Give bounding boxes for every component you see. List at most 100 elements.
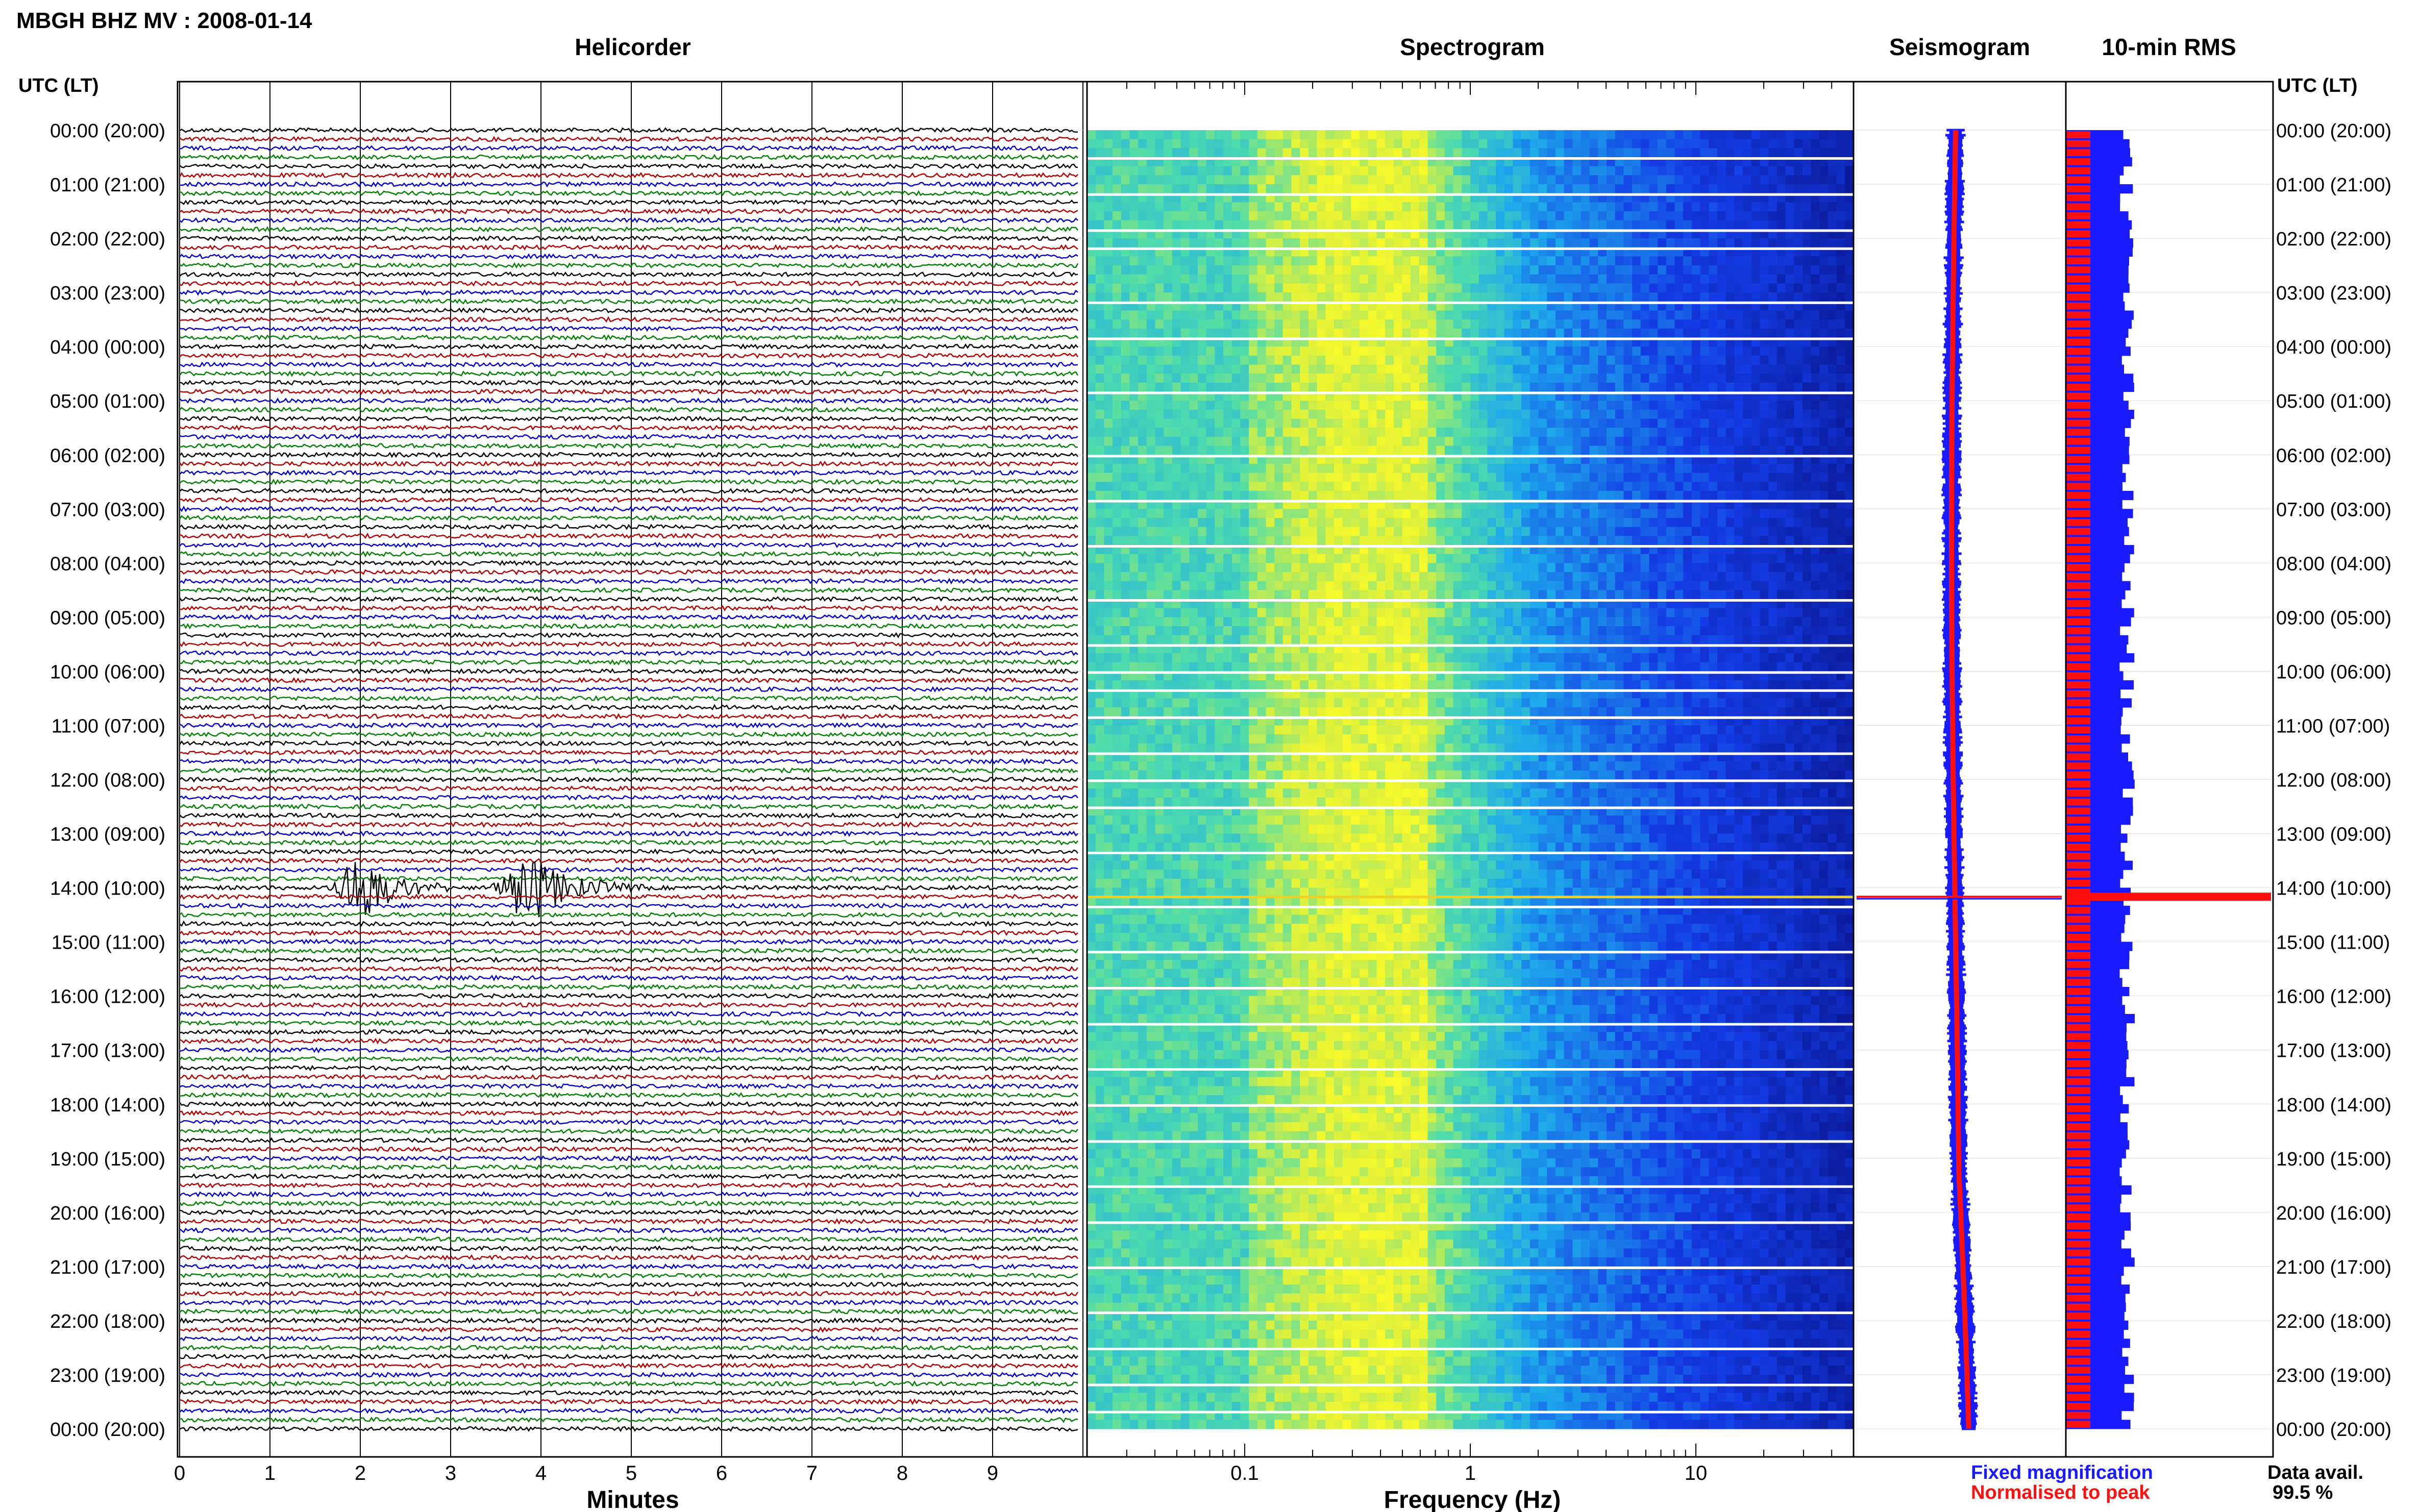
spectrogram-cell (1478, 554, 1488, 563)
spectrogram-cell (1087, 139, 1096, 148)
spectrogram-cell (1172, 418, 1181, 428)
spectrogram-cell (1632, 374, 1641, 383)
spectrogram-cell (1717, 490, 1726, 501)
spectrogram-cell (1623, 346, 1633, 356)
spectrogram-cell (1300, 572, 1309, 582)
spectrogram-cell (1266, 310, 1275, 320)
spectrogram-cell (1453, 418, 1462, 428)
spectrogram-cell (1274, 436, 1283, 447)
spectrogram-cell (1453, 563, 1462, 573)
spectrogram-cell (1215, 292, 1224, 302)
spectrogram-cell (1462, 256, 1471, 266)
spectrogram-cell (1360, 130, 1369, 140)
spectrogram-cell (1470, 328, 1479, 338)
spectrogram-cell (1717, 608, 1726, 617)
spectrogram-cell (1138, 374, 1147, 383)
spectrogram-cell (1113, 274, 1122, 284)
spectrogram-cell (1180, 355, 1190, 365)
spectrogram-cell (1300, 482, 1309, 491)
spectrogram-cell (1393, 463, 1403, 474)
spectrogram-cell (1487, 283, 1496, 293)
spectrogram-cell (1402, 148, 1411, 158)
spectrogram-cell (1538, 428, 1547, 437)
spectrogram-cell (1513, 527, 1522, 536)
spectrogram-cell (1666, 572, 1675, 582)
spectrogram-cell (1513, 536, 1522, 546)
spectrogram-cell (1470, 409, 1479, 419)
spectrogram-cell (1393, 482, 1403, 491)
spectrogram-cell (1632, 265, 1641, 275)
spectrogram-cell (1436, 319, 1445, 329)
spectrogram-cell (1411, 202, 1420, 212)
spectrogram-cell (1487, 463, 1496, 474)
spectrogram-cell (1282, 202, 1292, 212)
spectrogram-cell (1504, 409, 1514, 419)
spectrogram-cell (1385, 563, 1394, 573)
spectrogram-cell (1113, 130, 1122, 140)
spectrogram-cell (1351, 536, 1360, 546)
spectrogram-cell (1419, 590, 1428, 600)
spectrogram-cell (1444, 463, 1454, 474)
spectrogram-cell (1725, 563, 1735, 573)
spectrogram-cell (1172, 509, 1181, 518)
spectrogram-cell (1734, 148, 1743, 158)
spectrogram-cell (1138, 554, 1147, 563)
spectrogram-cell (1274, 428, 1283, 437)
spectrogram-cell (1734, 401, 1743, 410)
spectrogram-cell (1453, 518, 1462, 528)
spectrogram-cell (1351, 184, 1360, 194)
spectrogram-cell (1572, 473, 1582, 482)
spectrogram-cell (1496, 175, 1505, 185)
spectrogram-cell (1146, 536, 1156, 546)
spectrogram-cell (1547, 283, 1556, 293)
spectrogram-cell (1496, 436, 1505, 447)
spectrogram-cell (1836, 572, 1845, 582)
spectrogram-cell (1725, 590, 1735, 600)
spectrogram-cell (1640, 166, 1650, 176)
spectrogram-cell (1325, 274, 1335, 284)
spectrogram-cell (1198, 527, 1207, 536)
spectrogram-cell (1291, 518, 1300, 528)
spectrogram-cell (1351, 572, 1360, 582)
spectrogram-cell (1351, 382, 1360, 392)
spectrogram-cell (1674, 328, 1684, 338)
spectrogram-cell (1180, 139, 1190, 148)
spectrogram-cell (1231, 608, 1241, 617)
spectrogram-cell (1581, 581, 1590, 590)
spectrogram-cell (1828, 563, 1837, 573)
spectrogram-cell (1845, 265, 1854, 275)
spectrogram-cell (1436, 355, 1445, 365)
spectrogram-cell (1555, 202, 1565, 212)
spectrogram-cell (1794, 265, 1803, 275)
spectrogram-cell (1436, 148, 1445, 158)
spectrogram-cell (1734, 572, 1743, 582)
spectrogram-cell (1709, 563, 1718, 573)
spectrogram-cell (1776, 509, 1786, 518)
spectrogram-cell (1164, 482, 1173, 491)
spectrogram-cell (1513, 148, 1522, 158)
spectrogram-cell (1572, 238, 1582, 248)
spectrogram-cell (1453, 256, 1462, 266)
spectrogram-cell (1189, 166, 1198, 176)
spectrogram-cell (1351, 283, 1360, 293)
spectrogram-cell (1785, 328, 1794, 338)
spectrogram-cell (1845, 292, 1854, 302)
spectrogram-cell (1538, 292, 1547, 302)
spectrogram-cell (1257, 220, 1267, 230)
spectrogram-cell (1385, 482, 1394, 491)
spectrogram-cell (1300, 409, 1309, 419)
spectrogram-cell (1811, 355, 1820, 365)
spectrogram-cell (1555, 283, 1565, 293)
spectrogram-cell (1180, 238, 1190, 248)
spectrogram-cell (1811, 256, 1820, 266)
spectrogram-cell (1811, 328, 1820, 338)
spectrogram-cell (1478, 463, 1488, 474)
spectrogram-cell (1802, 220, 1812, 230)
spectrogram-cell (1802, 608, 1812, 617)
spectrogram-cell (1223, 445, 1232, 455)
spectrogram-cell (1819, 238, 1829, 248)
spectrogram-cell (1113, 166, 1122, 176)
spectrogram-cell (1393, 211, 1403, 221)
spectrogram-cell (1607, 319, 1616, 329)
spectrogram-cell (1189, 328, 1198, 338)
